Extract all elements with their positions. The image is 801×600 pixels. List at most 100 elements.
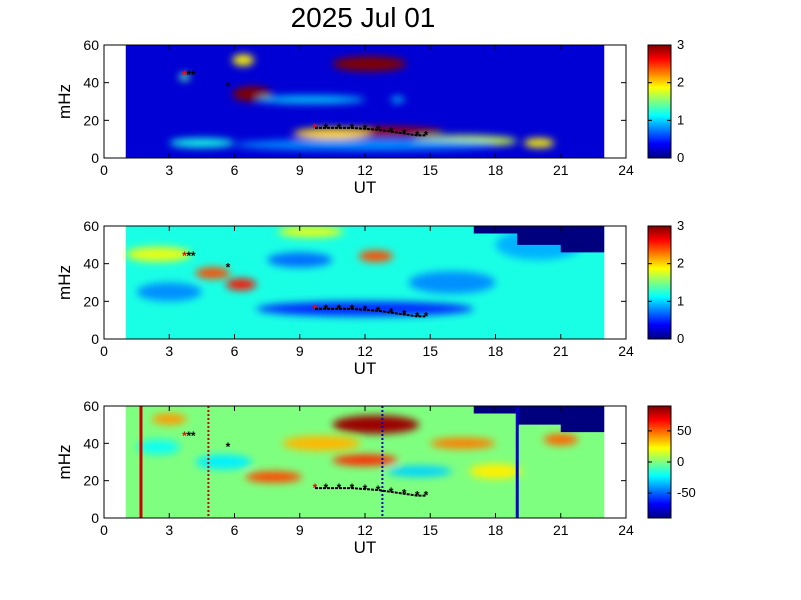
spectral-feature [386, 465, 452, 477]
marker-point: * [376, 123, 381, 137]
colorbar-tick-label: 2 [677, 75, 684, 90]
marker-track [314, 126, 426, 137]
x-tick-label: 18 [488, 522, 504, 538]
marker-track [314, 307, 426, 318]
masked-region [397, 406, 605, 433]
y-tick-label: 0 [91, 510, 99, 526]
marker-point: * [324, 121, 329, 135]
spectral-feature [234, 139, 496, 151]
spectrogram-panel-2: * * *** * * * * * * * * *0 3 6 9 12 15 18 21 240204060UTmHz… [55, 218, 684, 378]
x-tick-label: 0 [100, 162, 108, 178]
spectral-feature [543, 434, 579, 446]
y-tick-label: 20 [83, 293, 99, 309]
x-tick-label: 3 [165, 522, 173, 538]
x-tick-label: 15 [422, 343, 438, 359]
marker-track [314, 487, 426, 497]
x-axis-label: UT [354, 359, 377, 378]
y-tick-label: 40 [83, 435, 99, 451]
spectral-feature [179, 73, 190, 81]
x-axis-label: UT [354, 178, 377, 197]
x-tick-label: 0 [100, 522, 108, 538]
y-axis-label: mHz [55, 265, 74, 300]
y-tick-label: 20 [83, 473, 99, 489]
x-tick-label: 3 [165, 162, 173, 178]
spectral-feature [282, 435, 361, 451]
x-tick-label: 24 [618, 162, 634, 178]
colorbar-tick-label: 2 [677, 256, 684, 271]
colorbar-2: 0 1 2 3 [647, 218, 684, 346]
x-tick-label: 12 [357, 522, 373, 538]
x-tick-label: 12 [357, 343, 373, 359]
plot-area-1: * * *** * * * * * * * * * [104, 45, 626, 158]
colorbar-1: 0 1 2 3 [647, 37, 684, 165]
x-tick-label: 0 [100, 343, 108, 359]
marker-point: * [186, 429, 191, 443]
y-tick-label: 60 [83, 218, 99, 234]
x-tick-label: 6 [231, 162, 239, 178]
colorbar-3: 50 0 -50 [647, 405, 696, 519]
x-tick-label: 3 [165, 343, 173, 359]
spectral-feature [523, 138, 555, 148]
marker-point: * [182, 68, 187, 82]
x-tick-label: 6 [231, 522, 239, 538]
marker-point: * [376, 483, 381, 497]
marker-point: * [191, 249, 196, 263]
marker-point: * [182, 429, 187, 443]
marker-point: * [424, 489, 429, 503]
detection-markers: * * *** * * * * * * * * * [182, 249, 428, 323]
colorbar-tick-label: -50 [677, 485, 696, 500]
marker-point: * [424, 309, 429, 323]
spectral-feature [430, 437, 496, 449]
spectral-feature [136, 282, 202, 302]
plot-area-3: * * *** * * * * * * * * * [104, 406, 626, 518]
x-tick-label: 9 [296, 343, 304, 359]
marker-point: * [191, 68, 196, 82]
spectral-feature [195, 454, 252, 470]
masked-region [397, 226, 605, 253]
figure-title: 2025 Jul 01 [290, 2, 436, 33]
x-tick-label: 6 [231, 343, 239, 359]
colorbar-tick-label: 1 [677, 293, 684, 308]
spectral-feature [245, 471, 302, 483]
x-tick-label: 9 [296, 162, 304, 178]
y-axis-label: mHz [55, 445, 74, 480]
spectral-feature [332, 56, 407, 72]
x-tick-label: 18 [488, 162, 504, 178]
spectral-feature [332, 415, 420, 434]
x-tick-label: 24 [618, 343, 634, 359]
y-tick-label: 0 [91, 331, 99, 347]
y-tick-label: 20 [83, 112, 99, 128]
spectrogram-panel-1: * * *** * * * * * * * * *0 3 6 9 12 15 18 21 240204060UTmHz… [55, 37, 684, 197]
marker-point: * [424, 128, 429, 142]
spectral-feature [469, 463, 522, 479]
y-tick-label: 60 [83, 37, 99, 53]
spectral-feature [278, 226, 344, 238]
y-axis-label: mHz [55, 84, 74, 119]
x-tick-label: 9 [296, 522, 304, 538]
spectral-feature [391, 96, 405, 103]
marker-point: * [226, 440, 231, 454]
marker-point: * [186, 68, 191, 82]
spectral-feature [293, 127, 372, 140]
spectral-feature [169, 138, 235, 148]
spectral-feature [225, 278, 257, 291]
detection-markers: * * *** * * * * * * * * * [182, 68, 428, 142]
colorbar-tick-label: 3 [677, 218, 684, 233]
x-axis-label: UT [354, 538, 377, 557]
x-tick-label: 18 [488, 343, 504, 359]
spectral-feature [125, 246, 191, 262]
x-tick-label: 12 [357, 162, 373, 178]
x-tick-label: 21 [553, 522, 569, 538]
spectral-feature [332, 454, 398, 466]
x-tick-label: 21 [553, 343, 569, 359]
x-tick-label: 24 [618, 522, 634, 538]
marker-point: * [324, 481, 329, 495]
spectral-feature [151, 413, 187, 425]
y-tick-label: 40 [83, 256, 99, 272]
spectral-feature [358, 250, 394, 262]
marker-point: * [226, 260, 231, 274]
colorbar-tick-label: 0 [677, 150, 684, 165]
spectrogram-panel-3: * * *** * * * * * * * * * 0 3 6 9 12 15 18 21 24 0 20 40 60 UT mHz… [55, 398, 696, 557]
marker-point: * [186, 249, 191, 263]
